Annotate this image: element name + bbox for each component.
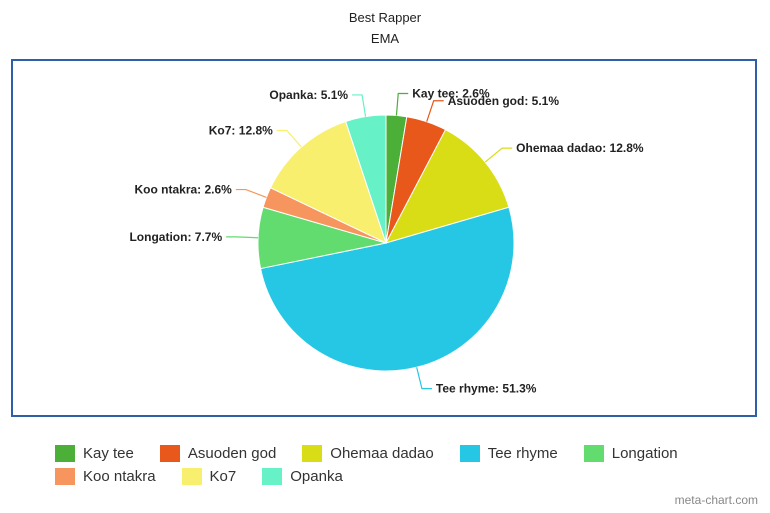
legend-label: Kay tee bbox=[83, 445, 134, 462]
legend-swatch bbox=[181, 468, 202, 485]
legend-label: Koo ntakra bbox=[83, 468, 156, 485]
data-label-kay-tee: Kay tee: 2.6% bbox=[412, 87, 490, 101]
connector-ohemaa-dadao bbox=[484, 147, 513, 163]
pie-slice-tee-rhyme[interactable] bbox=[259, 206, 515, 372]
chart-subtitle: EMA bbox=[370, 31, 400, 46]
data-label-opanka: Opanka: 5.1% bbox=[269, 88, 348, 102]
legend-item-asuoden-god[interactable]: Asuoden god bbox=[159, 445, 277, 462]
pie-slice-opanka[interactable] bbox=[345, 114, 387, 244]
connector-asuoden-god bbox=[426, 100, 444, 122]
legend-label: Opanka bbox=[290, 468, 343, 485]
legend-swatch bbox=[302, 445, 323, 462]
legend-label: Ohemaa dadao bbox=[330, 445, 434, 462]
connector-longation bbox=[226, 236, 259, 239]
data-label-longation: Longation: 7.7% bbox=[129, 230, 222, 244]
connector-opanka bbox=[352, 94, 367, 117]
legend-item-tee-rhyme[interactable]: Tee rhyme bbox=[459, 445, 558, 462]
connector-ko7 bbox=[276, 129, 302, 148]
chart-title: Best Rapper bbox=[348, 10, 422, 25]
legend-swatch bbox=[262, 468, 283, 485]
pie-slice-ohemaa-dadao[interactable] bbox=[385, 129, 510, 244]
legend-item-opanka[interactable]: Opanka bbox=[262, 468, 343, 485]
credit-text: meta-chart.com bbox=[674, 493, 758, 507]
legend-label: Asuoden god bbox=[187, 445, 277, 462]
legend-swatch bbox=[159, 445, 180, 462]
data-label-ohemaa-dadao: Ohemaa dadao: 12.8% bbox=[516, 141, 644, 155]
legend-swatch bbox=[55, 468, 75, 485]
legend-row-2: Koo ntakra Ko7 Opanka bbox=[55, 465, 755, 488]
legend: Kay tee Asuoden god Ohemaa dadao Tee rhy… bbox=[55, 442, 755, 488]
legend-item-koo-ntakra[interactable]: Koo ntakra bbox=[55, 468, 156, 485]
legend-label: Tee rhyme bbox=[487, 445, 558, 462]
data-label-tee-rhyme: Tee rhyme: 51.3% bbox=[436, 382, 537, 396]
legend-swatch bbox=[459, 445, 480, 462]
legend-label: Longation bbox=[611, 445, 678, 462]
legend-swatch bbox=[55, 445, 75, 462]
legend-item-ohemaa-dadao[interactable]: Ohemaa dadao bbox=[302, 445, 434, 462]
connector-koo-ntakra bbox=[235, 188, 267, 198]
legend-item-ko7[interactable]: Ko7 bbox=[181, 468, 237, 485]
data-label-asuoden-god: Asuoden god: 5.1% bbox=[448, 94, 560, 108]
connector-kay-tee bbox=[395, 92, 409, 116]
pie-slice-ko7[interactable] bbox=[269, 120, 387, 244]
legend-item-kay-tee[interactable]: Kay tee bbox=[55, 445, 134, 462]
legend-swatch bbox=[583, 445, 604, 462]
legend-item-longation[interactable]: Longation bbox=[583, 445, 678, 462]
connector-tee-rhyme bbox=[416, 367, 432, 390]
data-label-ko7: Ko7: 12.8% bbox=[209, 123, 273, 137]
legend-label: Ko7 bbox=[209, 468, 237, 485]
legend-row-1: Kay tee Asuoden god Ohemaa dadao Tee rhy… bbox=[55, 442, 755, 465]
data-label-koo-ntakra: Koo ntakra: 2.6% bbox=[134, 183, 232, 197]
